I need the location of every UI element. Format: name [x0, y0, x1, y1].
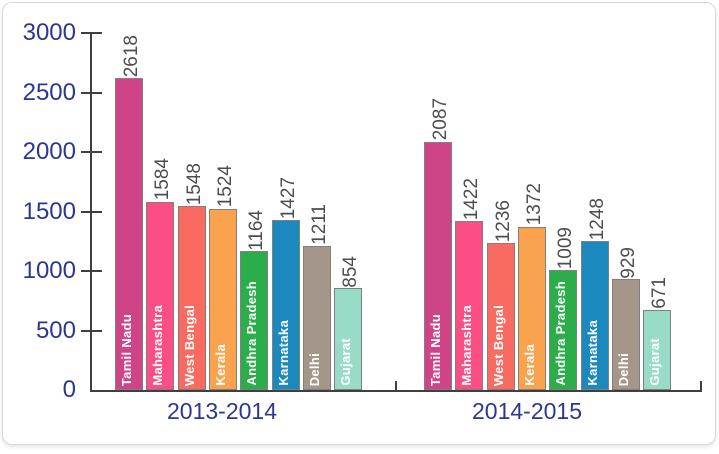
bar-andhra-pradesh: [240, 251, 269, 390]
y-axis-tick-label: 1000: [22, 257, 76, 284]
bar-value-label: 2618: [121, 35, 142, 78]
y-axis-tick-label: 3000: [22, 19, 76, 46]
bar-value-label: 1524: [214, 165, 236, 208]
bar-value-label: 671: [649, 277, 671, 310]
bar-value-label: 1009: [555, 226, 577, 269]
bar-maharashtra: [455, 220, 484, 390]
bar-value-label: 1548: [183, 162, 205, 205]
bar-west-bengal: [486, 242, 515, 390]
bar-category-label: Delhi: [306, 352, 322, 386]
bar-tamil-nadu: [424, 141, 452, 390]
x-axis-tick: [395, 381, 397, 390]
bar-category-label: Tamil Nadu: [428, 313, 443, 386]
bar-category-label: Gujarat: [338, 338, 354, 386]
bar-category-label: Maharashtra: [150, 305, 166, 386]
bar-value-label: 1164: [246, 209, 268, 251]
bar-delhi: [611, 279, 640, 390]
bar-value-label: 854: [340, 255, 362, 288]
x-axis-tick: [700, 381, 702, 390]
bar-gujarat: [643, 310, 672, 390]
chart-card: 0 500 1000 1500 2000 2500 3000 2618 Tamil Nadu 15…: [2, 2, 716, 445]
bar-category-label: Kerala: [212, 344, 228, 386]
bar-value-label: 1584: [152, 158, 174, 201]
y-axis-tick: [81, 329, 102, 332]
bar-andhra-pradesh: [549, 269, 578, 390]
bar-west-bengal: [177, 205, 206, 390]
y-axis-tick: [81, 151, 102, 153]
bar-chart: 0 500 1000 1500 2000 2500 3000 2618 Tamil Nadu 15…: [3, 3, 715, 444]
y-axis-tick-label: 500: [35, 316, 76, 344]
bar-maharashtra: [146, 201, 175, 390]
bar-category-label: Kerala: [521, 344, 537, 386]
bar-category-label: Tamil Nadu: [119, 313, 134, 386]
bar-value-label: 929: [617, 246, 639, 279]
bar-category-label: Andhra Pradesh: [553, 281, 569, 386]
bar-kerala: [208, 208, 237, 390]
bar-value-label: 1422: [461, 177, 483, 220]
y-axis-line: [90, 33, 92, 392]
bar-category-label: Andhra Pradesh: [244, 281, 260, 386]
y-axis-tick: [81, 91, 102, 94]
bar-category-label: Maharashtra: [459, 305, 475, 386]
y-axis-tick-label: 2500: [22, 78, 76, 106]
y-axis-tick-label: 2000: [22, 138, 76, 165]
y-axis-tick-label: 0: [62, 376, 76, 403]
bar-value-label: 1427: [277, 176, 299, 220]
bar-value-label: 1236: [492, 199, 514, 242]
bar-value-label: 2087: [430, 98, 451, 141]
bar-value-label: 1211: [308, 204, 330, 245]
bar-karnataka: [580, 241, 609, 390]
bar-delhi: [302, 245, 331, 390]
y-axis-tick: [81, 32, 102, 34]
bar-tamil-nadu: [115, 78, 143, 390]
y-axis-tick: [81, 210, 102, 213]
y-axis-tick-label: 1500: [22, 197, 76, 225]
bar-gujarat: [334, 288, 363, 390]
x-axis-line: [90, 390, 702, 392]
x-axis-group-label: 2013-2014: [167, 398, 277, 424]
bar-category-label: Karnataka: [275, 320, 291, 386]
bar-karnataka: [271, 220, 300, 390]
x-axis-group-label: 2014-2015: [472, 398, 582, 424]
bar-kerala: [517, 226, 546, 390]
bar-category-label: Gujarat: [647, 338, 663, 386]
bar-category-label: West Bengal: [490, 304, 506, 386]
bar-category-label: Delhi: [615, 352, 631, 386]
bar-category-label: Karnataka: [584, 320, 600, 386]
bar-value-label: 1248: [586, 198, 608, 241]
bar-value-label: 1372: [523, 183, 545, 226]
y-axis-tick: [81, 270, 102, 272]
bar-category-label: West Bengal: [181, 304, 197, 386]
